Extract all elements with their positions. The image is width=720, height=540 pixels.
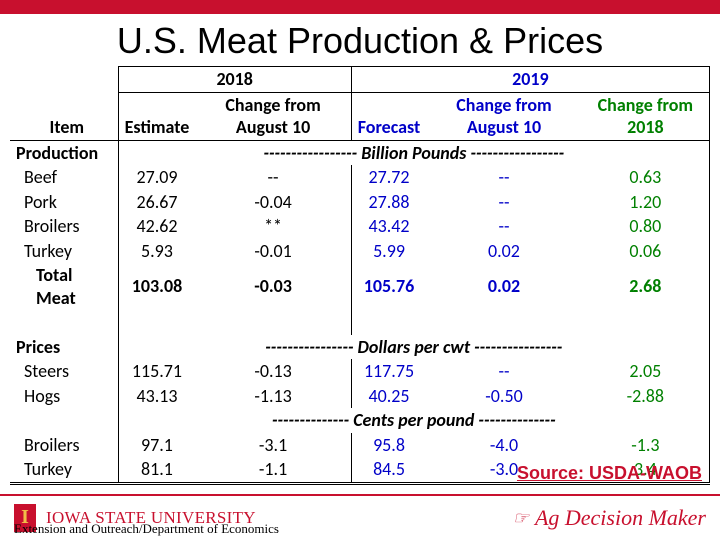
cell-fcst: 40.25 bbox=[351, 384, 426, 409]
cell-chg18: ** bbox=[195, 214, 351, 239]
cell-est: 43.13 bbox=[118, 384, 195, 409]
row-label: Turkey bbox=[10, 457, 118, 483]
cell-fcst: 27.88 bbox=[351, 190, 426, 215]
spacer-row bbox=[10, 310, 710, 335]
header-accent-bar bbox=[0, 0, 720, 14]
cell-est: 42.62 bbox=[118, 214, 195, 239]
cell-chgYr: 2.05 bbox=[582, 359, 710, 384]
cents-note: -------------- Cents per pound ---------… bbox=[118, 408, 709, 433]
col-change-aug-2019: Change from August 10 bbox=[426, 92, 581, 140]
col-item: Item bbox=[10, 92, 118, 140]
source-citation: Source: USDA-WAOB bbox=[517, 463, 702, 484]
brand-text: Ag Decision Maker bbox=[535, 505, 706, 531]
cell-chg19: -- bbox=[426, 214, 581, 239]
cell-fcst: 105.76 bbox=[351, 263, 426, 310]
cell-chg18: -0.04 bbox=[195, 190, 351, 215]
header-blank bbox=[10, 67, 118, 93]
ag-decision-maker-brand: ☞ Ag Decision Maker bbox=[513, 505, 706, 531]
cell-chg19: -- bbox=[426, 165, 581, 190]
cell-chg18: -1.13 bbox=[195, 384, 351, 409]
cell-chg19: -4.0 bbox=[426, 433, 581, 458]
production-label: Production bbox=[10, 140, 118, 165]
table-row: Broilers 97.1 -3.1 95.8 -4.0 -1.3 bbox=[10, 433, 710, 458]
table-header-columns: Item Estimate Change from August 10 Fore… bbox=[10, 92, 710, 140]
header-year-2019: 2019 bbox=[351, 67, 709, 93]
table-row: Turkey 5.93 -0.01 5.99 0.02 0.06 bbox=[10, 239, 710, 264]
cell-chgYr: -2.88 bbox=[582, 384, 710, 409]
cell-chgYr: 0.80 bbox=[582, 214, 710, 239]
cell-est: 103.08 bbox=[118, 263, 195, 310]
hand-icon: ☞ bbox=[513, 508, 529, 529]
cell-chg18: -1.1 bbox=[195, 457, 351, 483]
row-label: Turkey bbox=[10, 239, 118, 264]
table-header-years: 2018 2019 bbox=[10, 67, 710, 93]
table-row: Hogs 43.13 -1.13 40.25 -0.50 -2.88 bbox=[10, 384, 710, 409]
table-row: Beef 27.09 -- 27.72 -- 0.63 bbox=[10, 165, 710, 190]
row-label: Beef bbox=[10, 165, 118, 190]
cell-chg18: -3.1 bbox=[195, 433, 351, 458]
cell-chg19: 0.02 bbox=[426, 239, 581, 264]
cell-fcst: 5.99 bbox=[351, 239, 426, 264]
cell-fcst: 43.42 bbox=[351, 214, 426, 239]
cell-chg19: -0.50 bbox=[426, 384, 581, 409]
production-note: ----------------- Billion Pounds -------… bbox=[118, 140, 709, 165]
cell-fcst: 117.75 bbox=[351, 359, 426, 384]
row-label: Steers bbox=[10, 359, 118, 384]
section-production: Production ----------------- Billion Pou… bbox=[10, 140, 710, 165]
cell-est: 27.09 bbox=[118, 165, 195, 190]
cell-est: 97.1 bbox=[118, 433, 195, 458]
row-label: Hogs bbox=[10, 384, 118, 409]
cell-chg19: -- bbox=[426, 359, 581, 384]
row-label: Broilers bbox=[10, 433, 118, 458]
cell-chg18: -0.01 bbox=[195, 239, 351, 264]
prices-note: ---------------- Dollars per cwt -------… bbox=[118, 335, 709, 360]
section-cents: -------------- Cents per pound ---------… bbox=[10, 408, 710, 433]
header-year-2018: 2018 bbox=[118, 67, 351, 93]
cell-fcst: 27.72 bbox=[351, 165, 426, 190]
cell-est: 81.1 bbox=[118, 457, 195, 483]
meat-production-table: 2018 2019 Item Estimate Change from Augu… bbox=[10, 66, 710, 485]
cell-chgYr: 2.68 bbox=[582, 263, 710, 310]
col-change-aug-2018: Change from August 10 bbox=[195, 92, 351, 140]
cell-chg18: -- bbox=[195, 165, 351, 190]
cell-fcst: 95.8 bbox=[351, 433, 426, 458]
cell-est: 5.93 bbox=[118, 239, 195, 264]
cell-est: 26.67 bbox=[118, 190, 195, 215]
cell-est: 115.71 bbox=[118, 359, 195, 384]
department-label: Extension and Outreach/Department of Eco… bbox=[14, 521, 279, 537]
cell-chgYr: 0.63 bbox=[582, 165, 710, 190]
table-row: Pork 26.67 -0.04 27.88 -- 1.20 bbox=[10, 190, 710, 215]
cell-chg18: -0.13 bbox=[195, 359, 351, 384]
cell-chg19: 0.02 bbox=[426, 263, 581, 310]
row-label: Broilers bbox=[10, 214, 118, 239]
cell-chg18: -0.03 bbox=[195, 263, 351, 310]
col-forecast: Forecast bbox=[351, 92, 426, 140]
row-label: Pork bbox=[10, 190, 118, 215]
table-row: Broilers 42.62 ** 43.42 -- 0.80 bbox=[10, 214, 710, 239]
col-change-2018: Change from 2018 bbox=[582, 92, 710, 140]
data-table-container: 2018 2019 Item Estimate Change from Augu… bbox=[0, 66, 720, 485]
cell-chgYr: -1.3 bbox=[582, 433, 710, 458]
col-estimate: Estimate bbox=[118, 92, 195, 140]
section-prices: Prices ---------------- Dollars per cwt … bbox=[10, 335, 710, 360]
table-row: Total Meat 103.08 -0.03 105.76 0.02 2.68 bbox=[10, 263, 710, 310]
cell-chgYr: 1.20 bbox=[582, 190, 710, 215]
page-title: U.S. Meat Production & Prices bbox=[0, 14, 720, 66]
prices-label: Prices bbox=[10, 335, 118, 360]
row-label: Total Meat bbox=[10, 263, 118, 310]
cell-chgYr: 0.06 bbox=[582, 239, 710, 264]
table-row: Steers 115.71 -0.13 117.75 -- 2.05 bbox=[10, 359, 710, 384]
cell-fcst: 84.5 bbox=[351, 457, 426, 483]
cell-chg19: -- bbox=[426, 190, 581, 215]
